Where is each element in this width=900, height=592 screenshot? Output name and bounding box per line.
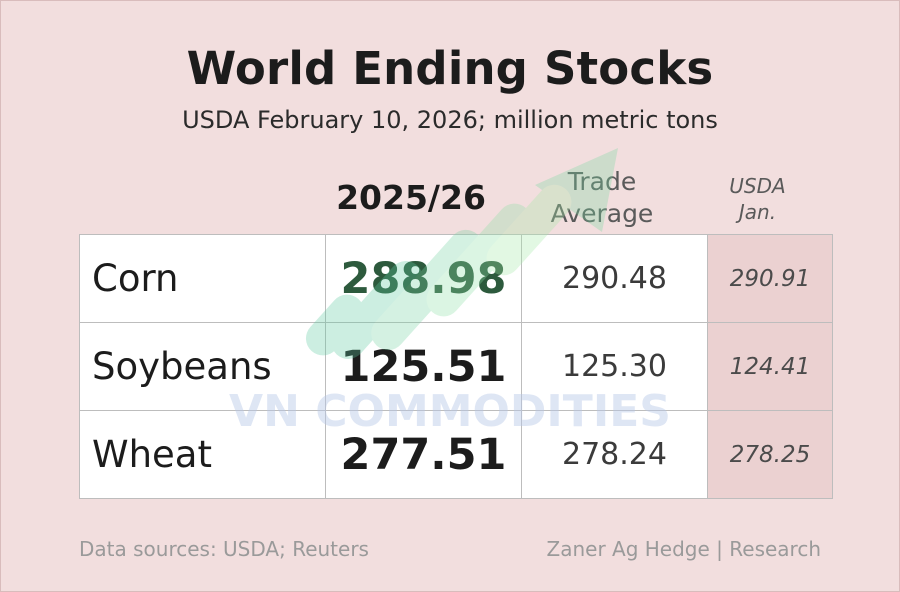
column-header-usda-jan: USDA Jan. [695, 173, 820, 225]
column-header-trade-average: Trade Average [509, 166, 695, 230]
table-row: Soybeans 125.51 125.30 124.41 [79, 322, 833, 411]
column-header-line: USDA [729, 174, 786, 198]
ending-stocks-2025-26-cell: 125.51 [325, 322, 522, 411]
table-row: Wheat 277.51 278.24 278.25 [79, 410, 833, 499]
commodity-name-cell: Corn [79, 234, 326, 323]
table-body: Corn 288.98 290.48 290.91 Soybeans 125.51 125.… [79, 234, 833, 499]
column-header-line: Trade [567, 167, 637, 196]
commodity-name-cell: Wheat [79, 410, 326, 499]
usda-jan-cell: 290.91 [707, 234, 833, 323]
trade-average-cell: 290.48 [521, 234, 708, 323]
table-row: Corn 288.98 290.48 290.91 [79, 234, 833, 323]
column-header-line: Jan. [738, 200, 777, 224]
commodity-name-cell: Soybeans [79, 322, 326, 411]
usda-jan-cell: 278.25 [707, 410, 833, 499]
credit-note: Zaner Ag Hedge | Research [546, 537, 821, 561]
usda-jan-cell: 124.41 [707, 322, 833, 411]
column-header-line: Average [550, 199, 654, 228]
chart-subtitle: USDA February 10, 2026; million metric t… [182, 106, 718, 134]
ending-stocks-table: Corn 288.98 290.48 290.91 Soybeans 125.51 125.… [79, 234, 833, 499]
column-header-line: 2025/26 [336, 178, 486, 217]
trade-average-cell: 278.24 [521, 410, 708, 499]
trade-average-cell: 125.30 [521, 322, 708, 411]
ending-stocks-2025-26-cell: 277.51 [325, 410, 522, 499]
ending-stocks-2025-26-cell: 288.98 [325, 234, 522, 323]
data-source-note: Data sources: USDA; Reuters [79, 537, 369, 561]
chart-title: World Ending Stocks [186, 42, 714, 95]
column-header-2025-26: 2025/26 [313, 178, 509, 217]
